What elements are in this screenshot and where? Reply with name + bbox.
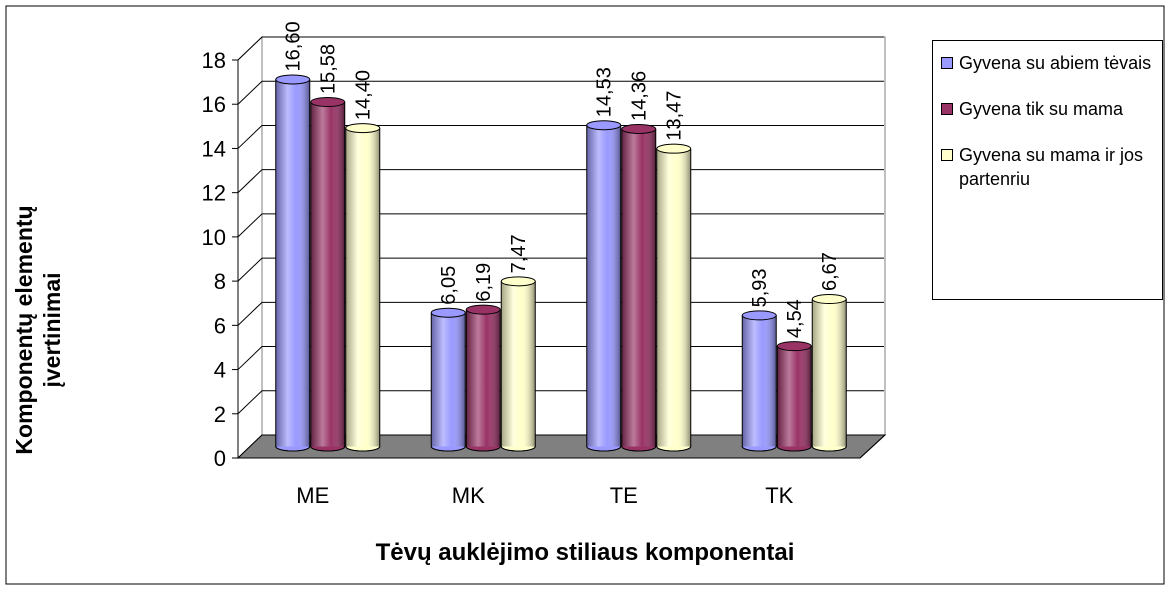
bar [741,310,777,452]
grid-line [237,36,884,61]
bar-outline [310,102,346,452]
bar-top [310,97,346,108]
y-tick-label: 6 [214,313,226,338]
y-tick-label: 18 [202,48,226,73]
bar-top [275,74,311,85]
value-label: 6,19 [473,263,495,302]
bar-top [621,123,657,134]
value-label: 6,05 [438,266,460,305]
bar-shade [501,281,536,447]
legend-swatch [941,103,953,115]
value-label: 15,58 [318,44,340,94]
legend-swatch [941,149,953,161]
x-tick-label: ME [296,483,329,508]
bar-outline [741,315,777,452]
bar-shade [777,346,812,447]
bar-outline [776,346,812,452]
bar [310,97,346,452]
x-tick-label: MK [452,483,485,508]
bar [776,341,812,452]
legend-label: Gyvena su mama ir jos partenriu [959,145,1144,189]
y-tick-label: 12 [202,181,226,206]
bar-outline [656,148,692,452]
bar-shade [742,315,777,447]
value-label: 7,47 [508,234,530,273]
bar-shade [586,125,621,447]
y-tick-label: 10 [202,225,226,250]
bar-outline [811,299,847,452]
bar [430,307,466,452]
bar-shade [310,102,345,447]
y-tick-label: 14 [202,136,226,161]
bar [275,74,311,452]
bar-top [465,304,501,315]
legend: Gyvena su abiem tėvais Gyvena tik su mama… [932,40,1163,300]
bar-shade [431,312,466,447]
bar-top [586,120,622,131]
y-tick-label: 4 [214,358,226,383]
bar [586,120,622,452]
bar [656,143,692,452]
y-tick-label: 2 [214,402,226,427]
value-label: 5,93 [749,268,771,307]
bar-outline [430,312,466,452]
floor-edge [859,434,886,459]
value-label: 16,60 [283,21,305,71]
legend-item: Gyvena su mama ir jos partenriu [941,143,1156,191]
value-label: 4,54 [784,299,806,338]
bar [621,123,657,452]
value-label: 14,40 [353,70,375,120]
legend-item: Gyvena tik su mama [941,97,1156,121]
bar-outline [500,281,536,452]
value-label: 14,53 [594,67,616,117]
bar [345,123,381,452]
bar-top [776,341,812,352]
legend-item: Gyvena su abiem tėvais [941,51,1156,75]
bar-top [811,294,847,305]
bar-outline [345,128,381,452]
bar-top [656,143,692,154]
bar-outline [465,309,501,452]
bar-shade [812,299,847,447]
y-tick-label: 0 [214,446,226,471]
y-tick-label: 16 [202,92,226,117]
bar-shade [621,128,656,447]
bar [500,276,536,452]
bar-shade [275,79,310,447]
bar [811,294,847,452]
bar-outline [586,125,622,452]
bar-top [500,276,536,287]
x-tick-label: TE [610,483,638,508]
legend-swatch [941,57,953,69]
bar [465,304,501,452]
x-axis-title: Tėvų auklėjimo stiliaus komponentai [376,539,795,566]
bar-top [430,307,466,318]
bar-outline [275,79,311,452]
legend-label: Gyvena su abiem tėvais [959,53,1152,73]
bar-shade [345,128,380,447]
bar-shade [656,148,691,447]
bar-outline [621,128,657,452]
x-tick-label: TK [765,483,793,508]
value-label: 14,36 [629,71,651,121]
y-tick-label: 8 [214,269,226,294]
grid-line [237,80,884,105]
value-label: 6,67 [819,252,841,291]
y-axis-title: Komponentų elementų įvertinimai [11,205,65,455]
value-label: 13,47 [664,91,686,141]
bar-top [345,123,381,134]
grid-line [237,124,884,149]
legend-label: Gyvena tik su mama [959,99,1124,119]
bar-shade [466,309,501,447]
bar-top [741,310,777,321]
